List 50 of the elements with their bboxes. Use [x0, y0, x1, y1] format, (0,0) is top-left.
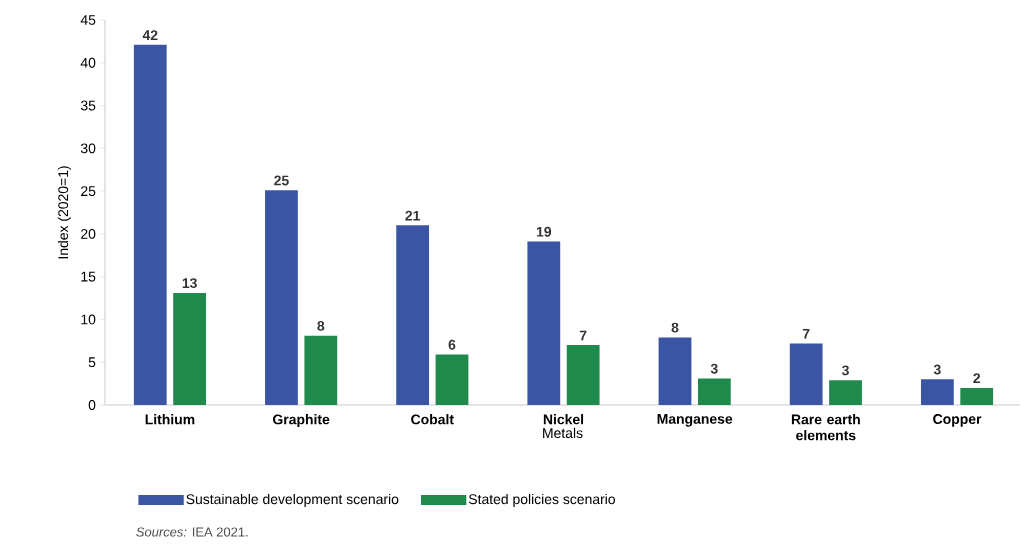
- data-label: 19: [536, 226, 552, 237]
- bar: [697, 378, 731, 405]
- y-tick-label: 45: [80, 15, 96, 25]
- x-tick-label: Copper: [933, 414, 982, 427]
- data-label: 3: [841, 365, 849, 376]
- x-tick-label: Graphite: [273, 414, 330, 428]
- bar: [920, 379, 954, 405]
- bar: [265, 190, 298, 405]
- x-axis-title: Metals: [543, 427, 583, 439]
- data-label: 13: [182, 278, 197, 289]
- bar: [658, 337, 692, 405]
- data-label: 8: [671, 322, 679, 333]
- bar: [566, 345, 600, 405]
- data-label: 21: [405, 210, 420, 221]
- x-tick-label: Cobalt: [411, 414, 454, 425]
- bar: [435, 354, 469, 405]
- y-tick-label: 10: [81, 314, 96, 325]
- y-tick-label: 20: [81, 228, 96, 239]
- bar: [960, 387, 994, 405]
- y-tick-label: 5: [88, 357, 96, 368]
- data-label: 2: [973, 373, 981, 384]
- y-tick-label: 35: [80, 100, 96, 111]
- y-tick-label: 0: [88, 400, 96, 410]
- y-tick-label: 40: [80, 57, 96, 68]
- x-tick-label: Nickel: [543, 414, 584, 425]
- data-label: 8: [317, 320, 325, 331]
- data-label: 3: [710, 363, 718, 374]
- bar: [133, 44, 167, 405]
- y-tick-label: 15: [81, 271, 96, 282]
- bar: [304, 335, 338, 405]
- bar: [527, 241, 561, 405]
- legend-label: Stated policies scenario: [468, 493, 615, 507]
- data-label: 3: [933, 364, 941, 375]
- x-tick-label: Rare earth elements: [791, 414, 860, 441]
- x-tick-label: Manganese: [657, 414, 733, 427]
- data-label: 42: [142, 30, 158, 40]
- bar: [396, 225, 430, 405]
- y-tick-label: 30: [80, 143, 96, 154]
- bar: [829, 380, 862, 405]
- bar: [789, 343, 823, 405]
- y-tick-label: 25: [81, 186, 96, 197]
- data-label: 25: [274, 175, 289, 186]
- bar: [173, 292, 207, 405]
- text: Sources: IEA 2021.: [136, 527, 248, 537]
- legend-label: Sustainable development scenario: [186, 493, 399, 507]
- x-tick-label: Lithium: [145, 414, 195, 425]
- data-label: 6: [448, 339, 456, 350]
- y-axis-title: Index (2020=1): [57, 166, 71, 259]
- data-label: 7: [579, 330, 587, 341]
- data-label: 7: [802, 328, 810, 339]
